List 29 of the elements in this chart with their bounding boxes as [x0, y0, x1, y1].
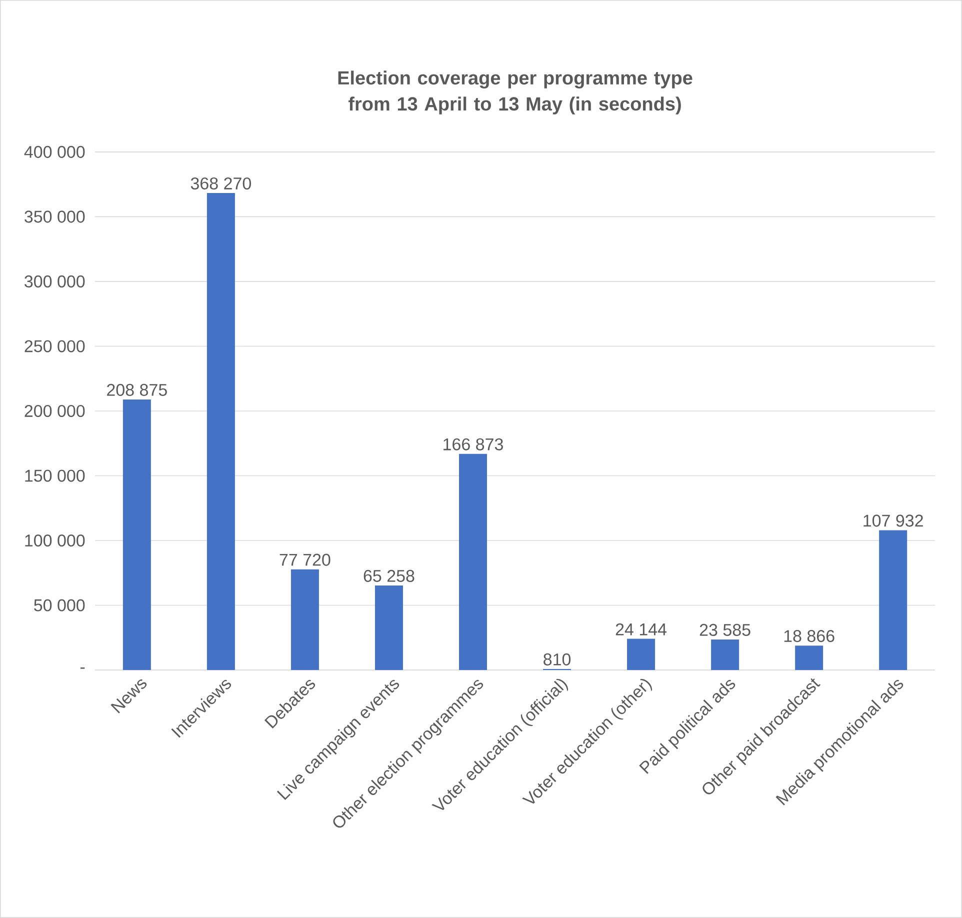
y-tick-label: 300 000	[24, 275, 85, 288]
y-tick-label: 400 000	[24, 146, 85, 158]
data-label: 166 873	[444, 438, 503, 450]
data-label: 23 585	[700, 624, 750, 636]
y-tick-label: 50 000	[34, 599, 85, 612]
bar	[458, 454, 487, 670]
bar	[374, 586, 403, 670]
data-label: 107 932	[864, 514, 923, 527]
bar	[290, 569, 319, 670]
data-label: 368 270	[190, 177, 251, 190]
data-label: 810	[544, 653, 571, 666]
data-label: 18 866	[784, 630, 834, 642]
bar	[795, 646, 824, 670]
data-label: 77 720	[280, 554, 330, 566]
bar	[122, 399, 151, 670]
chart-title: Election coverage per programme type from 13 April to 13 May (in seconds)	[338, 70, 692, 114]
y-tick-label: 350 000	[24, 210, 85, 223]
data-label: 24 144	[616, 623, 667, 636]
bar	[627, 638, 656, 670]
bar	[711, 639, 740, 670]
y-tick-label: -	[80, 667, 85, 669]
bar	[879, 530, 908, 670]
y-tick-label: 250 000	[24, 340, 85, 352]
y-tick-label: 200 000	[24, 404, 85, 418]
data-label: 65 258	[364, 570, 414, 582]
bar	[206, 193, 235, 670]
y-tick-label: 100 000	[25, 534, 85, 547]
y-tick-label: 150 000	[25, 470, 85, 482]
data-label: 208 875	[107, 384, 167, 396]
